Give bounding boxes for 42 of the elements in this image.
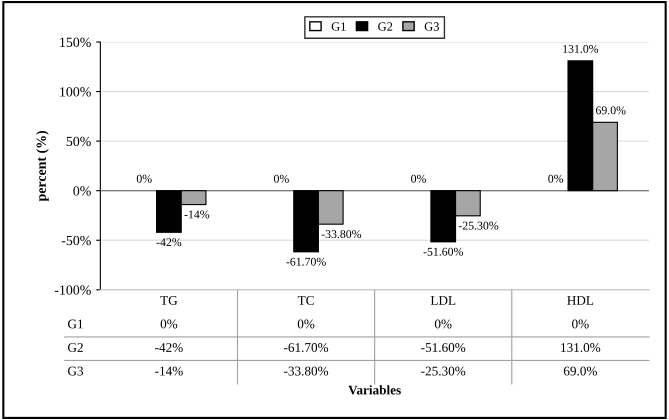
x-tick-label: HDL	[567, 296, 594, 305]
x-tick-label: LDL	[430, 296, 456, 305]
data-label: 69.0%	[564, 366, 597, 376]
data-label: -25.30%	[421, 366, 466, 376]
y-tick-label: -100%	[54, 285, 91, 295]
text: 0%	[411, 174, 426, 183]
data-label: -33.80%	[284, 366, 328, 376]
y-tick-label: 100%	[60, 87, 91, 97]
text: 0%	[274, 174, 289, 183]
data-label: 0%	[298, 320, 314, 328]
data-label: -14%	[155, 366, 183, 376]
x-tick-label: TC	[298, 296, 314, 305]
y-tick-label: 0%	[73, 186, 91, 196]
text: 0%	[136, 174, 152, 183]
data-label: 0%	[572, 320, 589, 328]
text: -33.80%	[322, 230, 362, 238]
text: 0%	[548, 174, 564, 183]
text: G2	[68, 343, 83, 352]
y-axis-title: percent (%)	[36, 130, 49, 202]
legend-label: G1	[332, 22, 346, 31]
data-label: -61.70%	[284, 343, 328, 352]
legend-label: G3	[424, 22, 439, 31]
text: 131.0%	[563, 44, 598, 53]
y-tick-label: 50%	[66, 136, 91, 146]
data-label: 0%	[434, 320, 452, 328]
data-label: -42%	[155, 343, 183, 352]
y-tick-label: -50%	[62, 236, 91, 246]
text: G3	[68, 366, 84, 376]
text: -14%	[184, 210, 210, 218]
x-tick-label: TG	[160, 296, 178, 305]
text: -25.30%	[458, 222, 498, 230]
data-label: -51.60%	[421, 343, 466, 352]
text: -51.60%	[423, 248, 463, 256]
text: Variables	[348, 385, 401, 395]
y-tick-label: 150%	[60, 38, 91, 47]
text: 69.0%	[596, 106, 626, 114]
data-label: 0%	[160, 320, 178, 328]
text: -42%	[156, 238, 182, 246]
text: G1	[68, 320, 83, 328]
legend-label: G2	[378, 22, 392, 31]
data-label: 131.0%	[561, 343, 600, 352]
text: -61.70%	[286, 258, 326, 266]
